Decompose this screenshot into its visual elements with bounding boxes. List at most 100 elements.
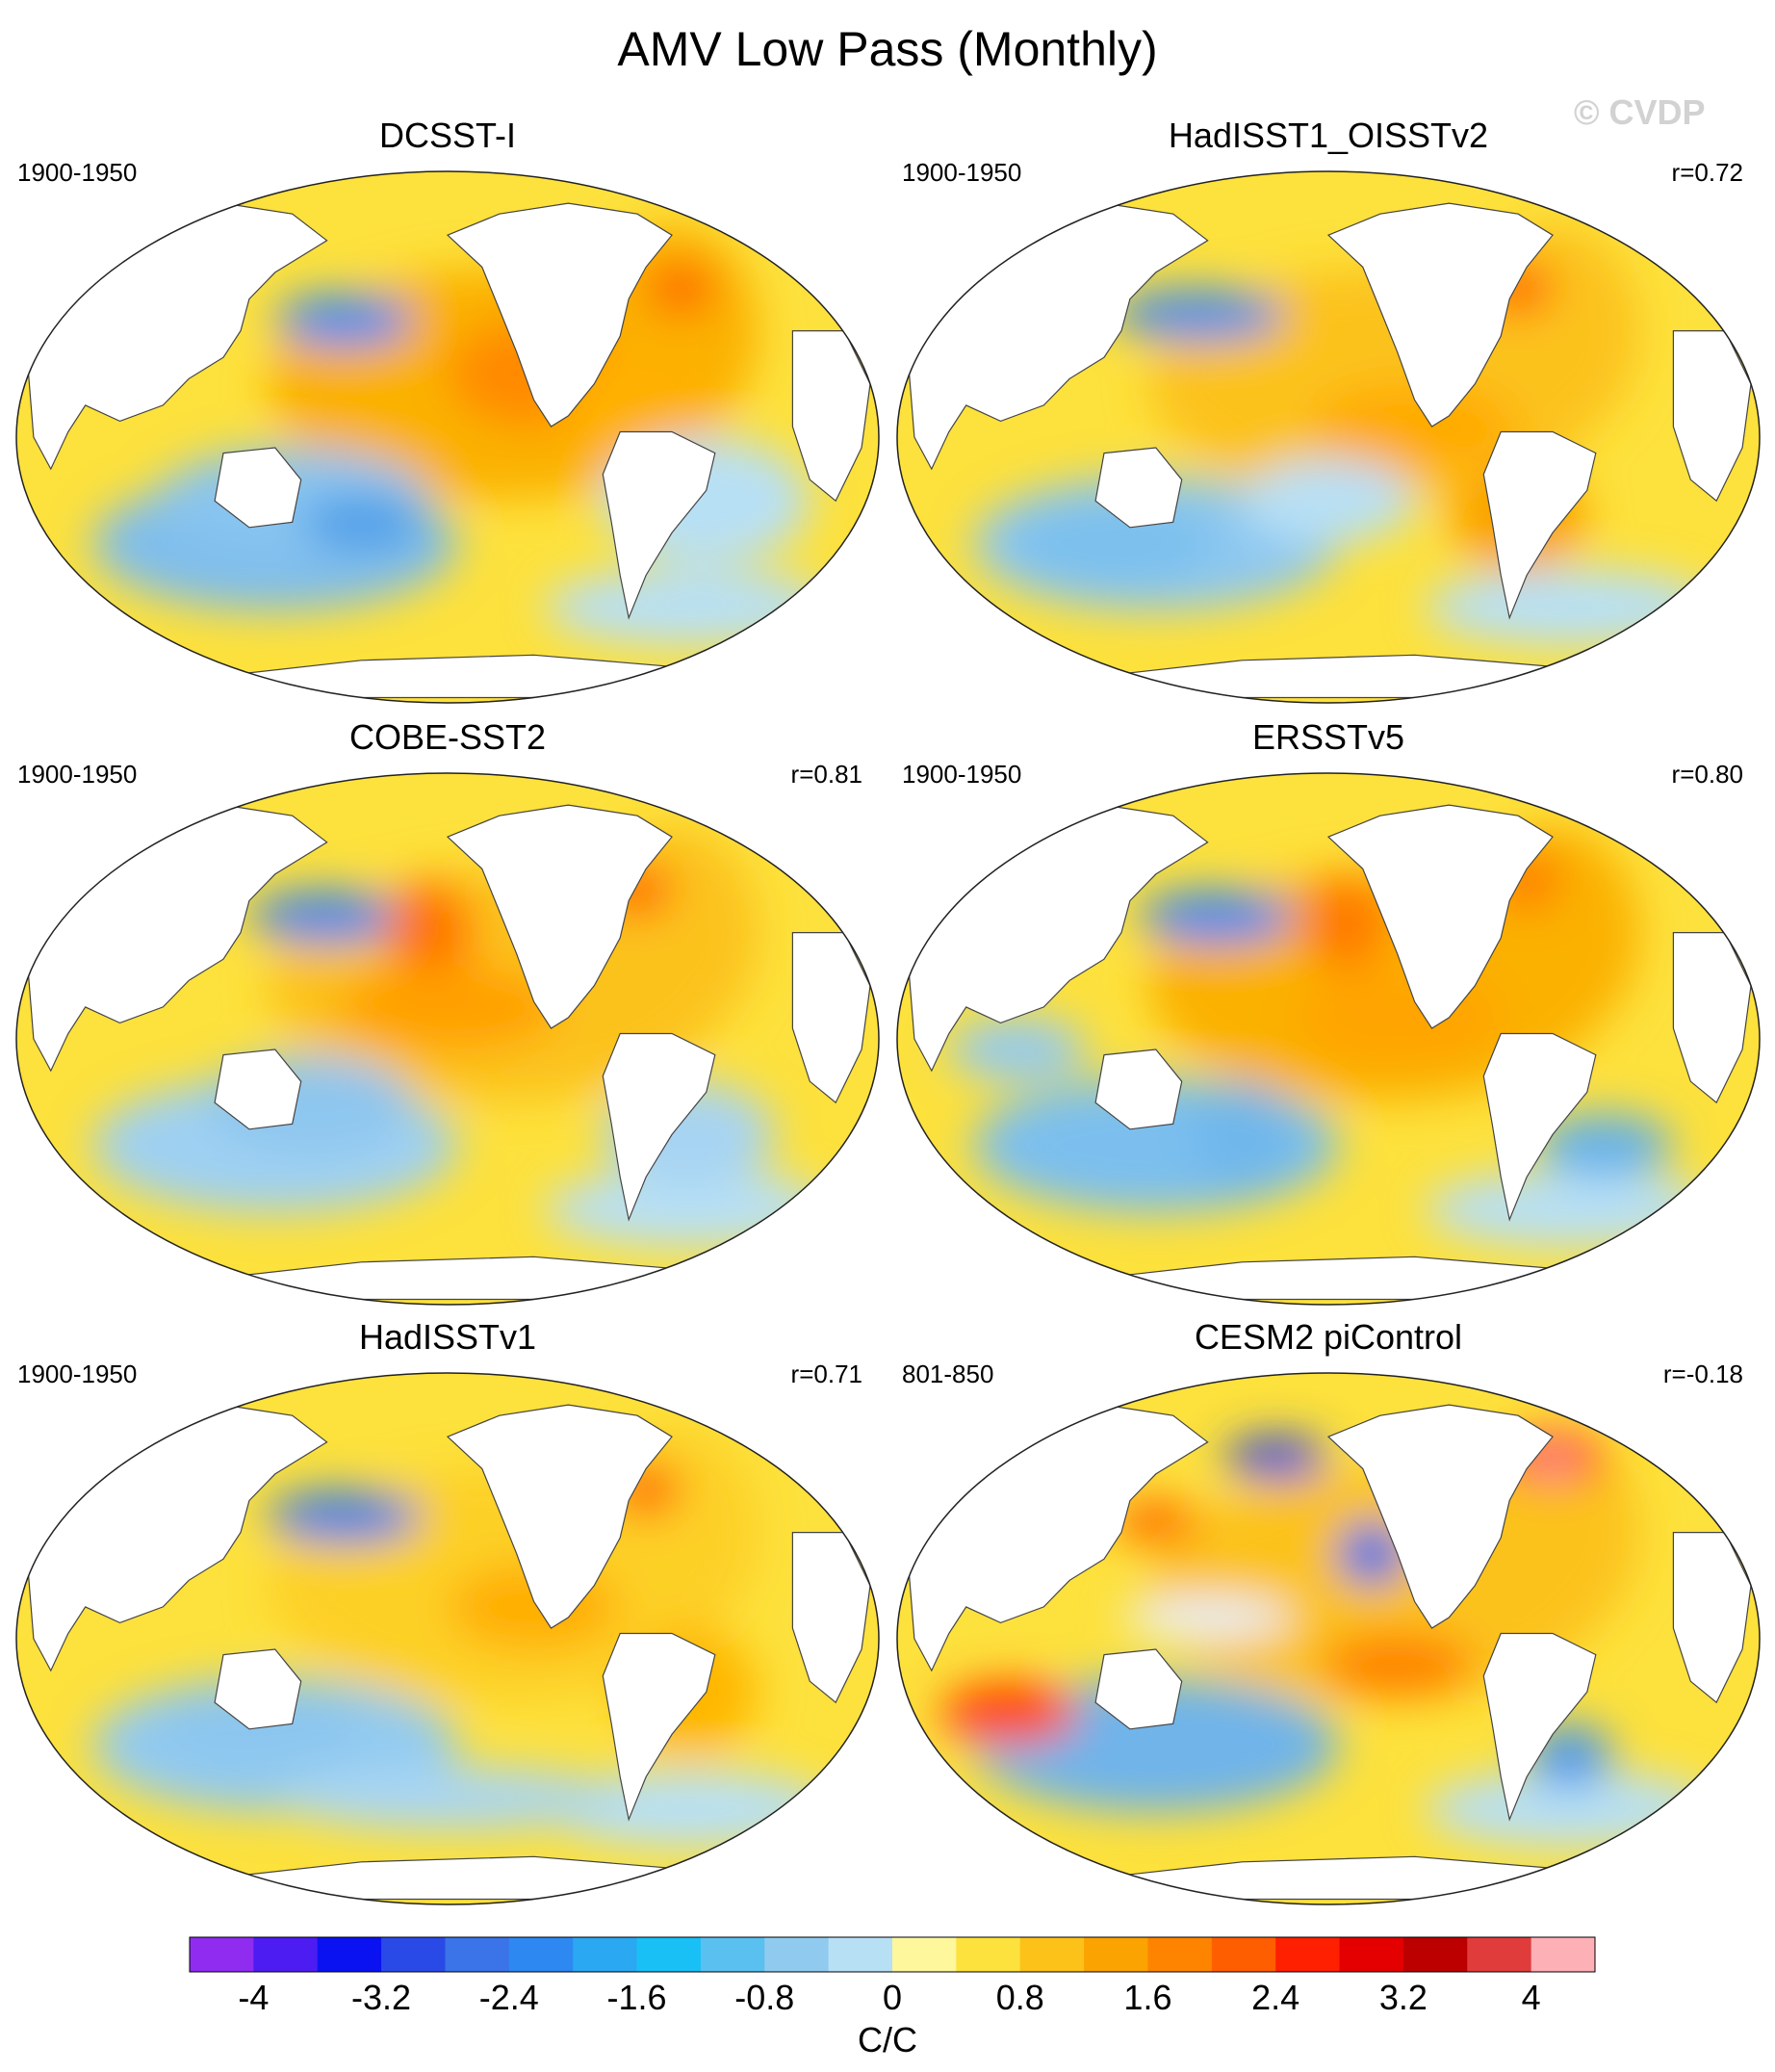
australia-landmass (1094, 1648, 1183, 1730)
panel-period: 801-850 (902, 1360, 994, 1388)
map-panel-cobe-sst2: COBE-SST2 1900-1950 r=0.81 (10, 717, 886, 1314)
panel-title: ERSSTv5 (1251, 717, 1405, 757)
world-map (896, 772, 1761, 1306)
panel-period: 1900-1950 (902, 158, 1022, 187)
world-map (896, 1372, 1761, 1905)
colorbar-swatch (573, 1937, 638, 1972)
cool-anomaly (1425, 568, 1714, 646)
colorbar-swatch (1531, 1937, 1596, 1972)
map-border (896, 772, 1761, 1306)
anomaly-spot (646, 261, 715, 316)
sst-field (16, 773, 879, 1305)
colorbar-tick-label: -4 (238, 1978, 270, 2017)
colorbar-swatch (317, 1937, 382, 1972)
anomaly-spot (1190, 1081, 1295, 1188)
south-america-landmass (1482, 430, 1597, 620)
colorbar-swatch (892, 1937, 957, 1972)
australia-landmass (1094, 1049, 1183, 1130)
colorbar-swatch (956, 1937, 1021, 1972)
map-panel-cesm2-picontrol: CESM2 piControl 801-850 r=-0.18 (890, 1317, 1766, 1914)
colorbar-swatch (1211, 1937, 1276, 1972)
map-panel-dcsst-i: DCSST-I 1900-1950 (10, 116, 886, 712)
map-panel-ersstv5: ERSSTv5 1900-1950 r=0.80 (890, 717, 1766, 1314)
colorbar-tick-label: 3.2 (1378, 1978, 1428, 2017)
colorbar-tick-label: -2.4 (478, 1978, 539, 2017)
south-america-landmass (1482, 1032, 1597, 1222)
map-border (896, 170, 1761, 704)
sst-field (16, 1373, 879, 1904)
colorbar-tick-label: -3.2 (351, 1978, 412, 2017)
anomaly-spot (387, 879, 474, 986)
sst-field (897, 1373, 1760, 1904)
anomaly-spot (1336, 1521, 1406, 1586)
anomaly-spot (1113, 1500, 1199, 1543)
colorbar-swatch (700, 1937, 765, 1972)
panel-period: 1900-1950 (17, 1360, 138, 1388)
panel-period: 1900-1950 (902, 760, 1022, 789)
anomaly-spot (1242, 458, 1415, 544)
panel-correlation: r=0.81 (790, 760, 862, 789)
panel-correlation: r=0.71 (790, 1360, 862, 1388)
colorbar-tick-label: 2.4 (1251, 1978, 1300, 2017)
colorbar-tick-label: 0 (882, 1978, 903, 2017)
panel-correlation: r=0.80 (1671, 760, 1743, 789)
panel-correlation: r=-0.18 (1662, 1360, 1743, 1388)
anomaly-spot (274, 1766, 621, 1830)
colorbar-swatch (253, 1937, 319, 1972)
south-america-landmass (1482, 1632, 1597, 1822)
north-america-landmass (446, 202, 673, 427)
panel-correlation: r=0.72 (1671, 158, 1743, 187)
figure-title: AMV Low Pass (Monthly) (617, 22, 1158, 76)
colorbar-tick-label: -1.6 (606, 1978, 667, 2017)
world-map (896, 170, 1761, 704)
colorbar-swatch (508, 1937, 574, 1972)
south-america-landmass (602, 1632, 716, 1822)
australia-landmass (1094, 447, 1183, 529)
anomaly-spot (266, 1489, 423, 1543)
colorbar-tick-label: 4 (1521, 1978, 1541, 2017)
anomaly-spot (1311, 383, 1519, 470)
colorbar-swatch (445, 1937, 510, 1972)
anomaly-spot (1535, 1113, 1674, 1178)
colorbar-swatch (1147, 1937, 1213, 1972)
north-america-landmass (1326, 804, 1554, 1029)
colorbar-tick-label: 1.6 (1123, 1978, 1172, 2017)
map-border (15, 1372, 880, 1905)
anomaly-spot (1113, 288, 1286, 342)
panel-title: HadISST1_OISSTv2 (1168, 116, 1489, 155)
north-america-landmass (446, 804, 673, 1029)
panel-title: DCSST-I (378, 116, 516, 155)
colorbar-swatches (189, 1936, 1596, 1973)
anomaly-spot (300, 495, 423, 549)
australia-landmass (214, 1049, 302, 1130)
colorbar-unit-label: C/C (858, 2020, 917, 2059)
anomaly-spot (1527, 1452, 1579, 1474)
north-america-landmass (1326, 202, 1554, 427)
colorbar-swatch (1084, 1937, 1148, 1972)
colorbar: -4 -3.2 -2.4 -1.6 -0.8 0 0.8 1.6 2.4 3.2 4 C/C (0, 1933, 1775, 2068)
australia-landmass (214, 1648, 302, 1730)
panel-title: HadISSTv1 (358, 1317, 537, 1357)
anomaly-spot (1120, 1595, 1295, 1639)
colorbar-swatch (1467, 1937, 1532, 1972)
sst-field (897, 773, 1760, 1305)
anomaly-spot (248, 890, 405, 944)
world-map (15, 772, 880, 1306)
anomaly-spot (1320, 1633, 1476, 1697)
map-border (896, 1372, 1761, 1905)
cool-anomaly (544, 568, 834, 646)
panel-period: 1900-1950 (17, 760, 138, 789)
watermark: © CVDP (1574, 92, 1706, 132)
colorbar-swatch (1339, 1937, 1404, 1972)
map-panel-hadisst1-oisstv2: HadISST1_OISSTv2 1900-1950 r=0.72 (890, 116, 1766, 712)
colorbar-swatch (1275, 1937, 1341, 1972)
panel-period: 1900-1950 (17, 158, 138, 187)
world-map (15, 1372, 880, 1905)
anomaly-spot (939, 1681, 1079, 1746)
map-border (15, 772, 880, 1306)
sst-field (16, 171, 879, 703)
australia-landmass (214, 447, 302, 529)
cool-anomaly (1425, 1170, 1714, 1248)
anomaly-spot (1302, 873, 1389, 971)
anomaly-spot (948, 1017, 1088, 1082)
